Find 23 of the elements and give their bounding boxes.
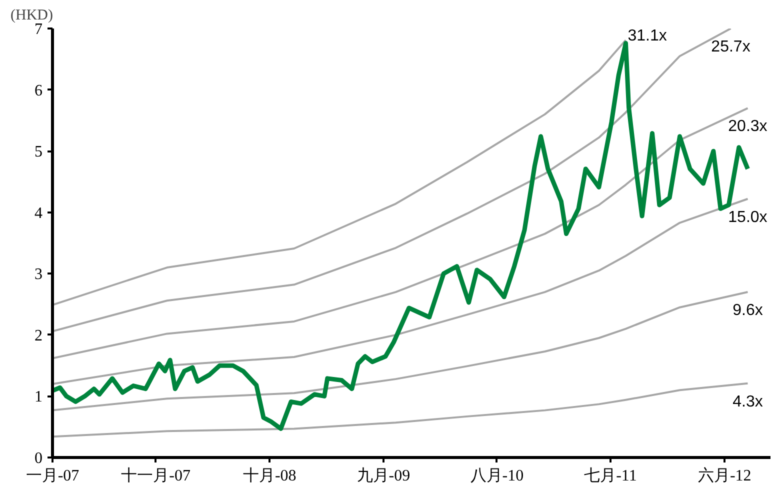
- series-label: 4.3x: [732, 393, 763, 410]
- y-tick-label: 4: [34, 204, 42, 222]
- y-tick-label: 6: [34, 82, 42, 100]
- line-series: [52, 39, 627, 306]
- series-label: 25.7x: [711, 38, 750, 56]
- x-tick-label: 九月-09: [356, 466, 410, 484]
- series-label: 20.3x: [728, 118, 768, 136]
- y-tick-label: 3: [34, 266, 42, 284]
- x-tick-label: 七月-11: [584, 466, 637, 484]
- series-label: 9.6x: [732, 302, 763, 320]
- x-tick-label: 一月-07: [26, 468, 80, 484]
- x-tick-label: 六月-12: [698, 466, 752, 484]
- x-tick-label: 八月-10: [470, 468, 524, 484]
- x-tick-label: 十月-08: [242, 466, 296, 484]
- y-tick-label: 5: [34, 144, 42, 161]
- y-tick-label: 0: [34, 450, 42, 467]
- y-tick-label: 2: [34, 327, 42, 344]
- y-axis-title: (HKD): [10, 8, 53, 24]
- y-tick-label: 1: [34, 388, 42, 406]
- series-label: 31.1x: [628, 28, 667, 45]
- x-tick-label: 十一月-07: [121, 466, 190, 484]
- y-tick-label: 7: [34, 21, 42, 38]
- series-label: 15.0x: [728, 208, 768, 226]
